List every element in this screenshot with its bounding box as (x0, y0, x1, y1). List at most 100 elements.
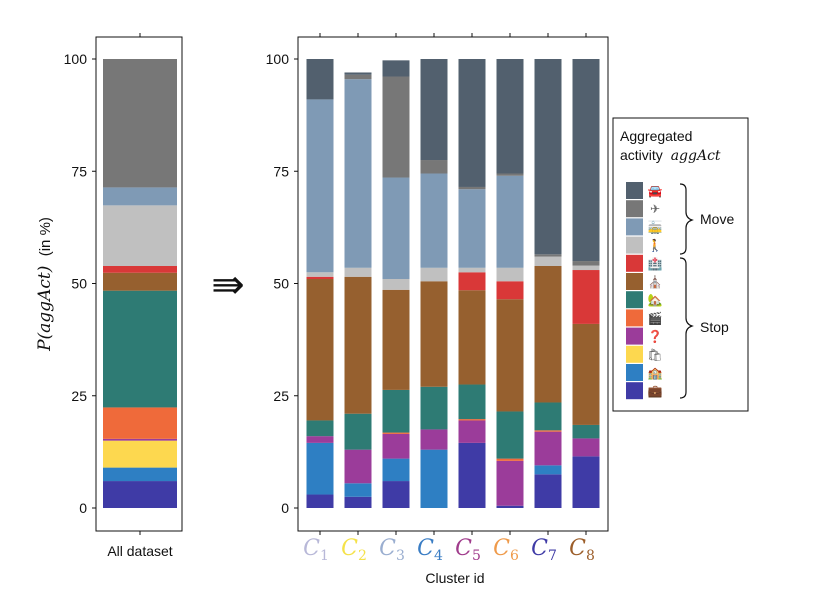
bar-segment-work (496, 505, 524, 508)
bar-segment-walk (344, 267, 372, 277)
bar-segment-worship (572, 323, 600, 425)
bar-segment-worship (306, 279, 334, 421)
bar-segment-car (496, 59, 524, 174)
cluster-label: C4 (417, 536, 443, 564)
y-tick-label: 25 (273, 388, 289, 404)
y-axis-label-math: P(aggAct) (35, 266, 55, 352)
bar-segment-work (344, 496, 372, 508)
bar-segment-car (572, 59, 600, 262)
bar-segment-work (572, 456, 600, 508)
bar-segment-plane (382, 76, 410, 178)
legend-swatch-plane (626, 200, 643, 218)
bar-segment-health (306, 276, 334, 280)
y-tick-label: 75 (273, 163, 289, 179)
bar-segment-worship (103, 272, 177, 291)
legend-title-line2: activity aggAct (620, 147, 721, 164)
bar-segment-entertainment (382, 432, 410, 434)
bar-segment-walk (496, 267, 524, 282)
y-tick-label: 0 (79, 500, 87, 516)
cluster-label: C5 (455, 536, 481, 564)
legend-swatch-car (626, 182, 643, 199)
y-axis-label-unit: (in %) (37, 217, 54, 256)
hospital-icon: 🏥 (648, 257, 663, 271)
legend-group-stop: Stop (700, 319, 729, 335)
cluster-labels: C1 C2 C3 C4 C5 C6 C7 C8 (303, 536, 595, 564)
bar-segment-walk (382, 279, 410, 290)
implies-arrow: ⇛ (211, 262, 245, 308)
bar-segment-work (458, 442, 486, 508)
bar-segment-walk (458, 267, 486, 273)
cluster-label: C8 (569, 536, 595, 564)
bar-segment-other (344, 449, 372, 484)
bar-segment-worship (382, 289, 410, 390)
bar-segment-work (534, 474, 562, 508)
legend-swatch-home (626, 291, 643, 309)
y-tick-label: 75 (71, 163, 87, 179)
bar-segment-health (496, 281, 524, 300)
y-tick-label: 100 (64, 51, 88, 67)
bar-segment-entertainment (534, 430, 562, 432)
bar-segment-walk (306, 272, 334, 277)
left-y-ticks: 0 25 50 75 100 (64, 51, 96, 516)
y-tick-label: 50 (273, 276, 289, 292)
bar-segment-home (103, 290, 177, 408)
bar-segment-school (420, 449, 448, 508)
bar-segment-other (534, 431, 562, 466)
bar-segment-plane (572, 261, 600, 266)
bar-segment-tram (458, 189, 486, 268)
legend-swatch-walk (626, 236, 643, 254)
briefcase-icon: 💼 (648, 384, 663, 398)
bar-segment-tram (420, 173, 448, 268)
cluster-label: C1 (303, 536, 329, 564)
bar-segment-other (496, 460, 524, 506)
bar-segment-other (306, 436, 334, 443)
bar-segment-car (382, 60, 410, 77)
bar-segment-shopping (103, 440, 177, 468)
bar-segment-school (382, 458, 410, 482)
legend-swatch-work (626, 382, 643, 400)
bar-segment-plane (420, 160, 448, 174)
house-icon: 🏡 (648, 293, 663, 307)
car-icon: 🚘 (648, 184, 663, 198)
bar-segment-entertainment (103, 407, 177, 439)
bar-segment-home (534, 402, 562, 431)
plane-icon: ✈ (650, 202, 660, 216)
x-axis-label: Cluster id (425, 570, 484, 586)
bar-segment-other (572, 438, 600, 457)
right-panel: 0 25 50 75 100 C1 C2 C3 C4 C5 C6 C7 C8 Cluster id (266, 33, 609, 586)
bar-segment-walk (534, 256, 562, 266)
bar-segment-car (420, 59, 448, 161)
bar-segment-work (382, 481, 410, 508)
bar-segment-other (420, 429, 448, 450)
legend-swatch-entertainment (626, 309, 643, 327)
bar-segment-school (344, 483, 372, 497)
bar-segment-walk (103, 205, 177, 266)
bar-segment-tram (103, 187, 177, 206)
cluster-label: C6 (493, 536, 519, 564)
legend-title-line2-math: aggAct (671, 148, 721, 164)
bar-segment-home (458, 384, 486, 420)
bar-segment-home (344, 413, 372, 450)
bar-segment-walk (420, 267, 448, 282)
bar-segment-other (382, 433, 410, 459)
bar-segment-worship (496, 299, 524, 412)
church-icon: ⛪ (648, 274, 663, 289)
cluster-label: C3 (379, 536, 405, 564)
bar-segment-school (103, 467, 177, 482)
clapper-icon: 🎬 (648, 311, 663, 325)
cluster-label: C2 (341, 536, 367, 564)
bar-segment-health (458, 272, 486, 291)
bar-segment-health (572, 270, 600, 324)
right-y-ticks: 0 25 50 75 100 (266, 51, 298, 516)
bar-segment-home (496, 411, 524, 459)
legend-swatch-other (626, 327, 643, 345)
y-axis-label: P(aggAct) (in %) (35, 217, 55, 352)
bar-segment-car (344, 72, 372, 75)
left-panel: 0 25 50 75 100 All dataset P(aggAct) (in %) (35, 33, 183, 559)
bar-segment-health (103, 265, 177, 273)
bar-segment-home (306, 420, 334, 437)
bar-segment-work (103, 481, 177, 508)
bar-segment-worship (344, 276, 372, 414)
y-tick-label: 50 (71, 276, 87, 292)
bar-segment-car (306, 59, 334, 100)
